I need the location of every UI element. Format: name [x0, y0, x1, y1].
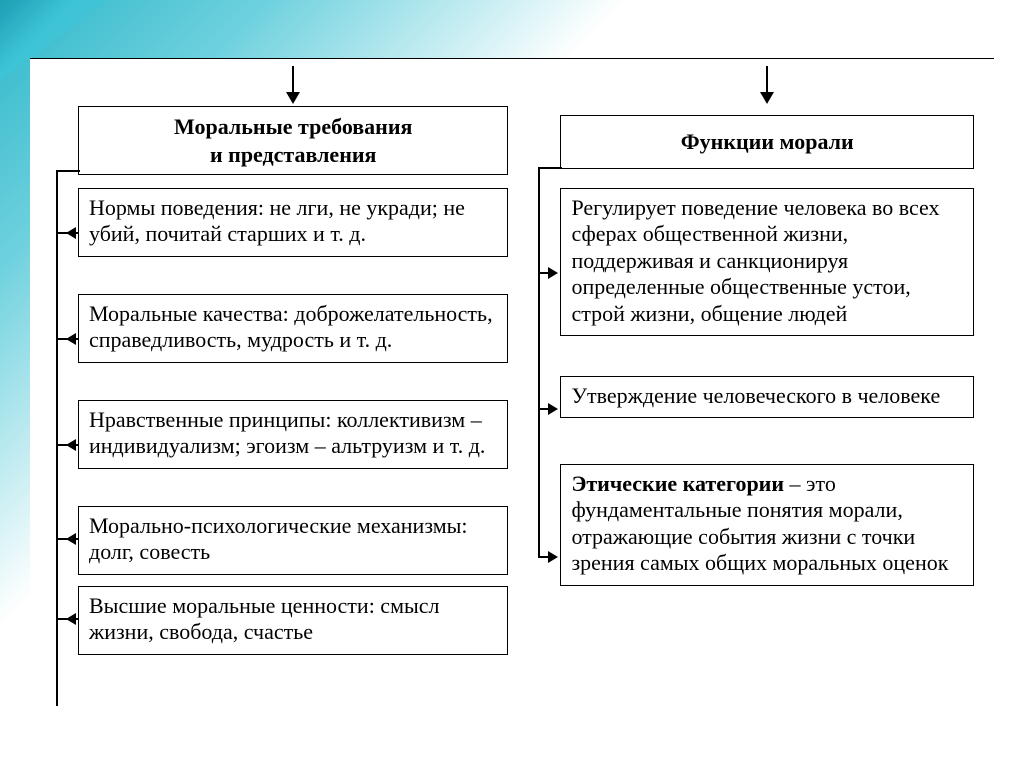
left-header: Моральные требования и представления [78, 106, 508, 175]
left-box-1-text: Нормы поведения: не лги, не укради; не у… [89, 195, 465, 246]
right-header: Функции морали [560, 115, 974, 169]
right-box-2-text: Утверждение человеческого в человеке [571, 383, 940, 408]
left-arrow-2-head [66, 333, 76, 345]
left-arrow-4-head [66, 533, 76, 545]
left-box-5-text: Высшие моральные ценности: смысл жизни, … [89, 593, 440, 644]
left-header-line2: и представления [210, 142, 376, 167]
left-arrow-1-head [66, 227, 76, 239]
right-column: Функции морали Регулирует поведение чело… [560, 62, 974, 749]
right-arrow-1-head [548, 267, 558, 279]
right-header-text: Функции морали [681, 129, 854, 154]
right-box-1: Регулирует поведение человека во всех сф… [560, 188, 974, 336]
left-bus-cap [56, 170, 80, 172]
right-box-1-text: Регулирует поведение человека во всех сф… [571, 195, 939, 326]
left-bus-line [56, 170, 58, 706]
right-arrow-3-head [548, 551, 558, 563]
left-box-2: Моральные качества: доброжелательность, … [78, 294, 508, 363]
right-ethics-bold: Этические категории [571, 471, 784, 496]
left-arrow-3-head [66, 439, 76, 451]
left-box-2-text: Моральные качества: доброжелательность, … [89, 301, 493, 352]
left-column: Моральные требования и представления Нор… [78, 62, 508, 749]
arrow-into-left-header [281, 66, 305, 106]
left-box-1: Нормы поведения: не лги, не укради; не у… [78, 188, 508, 257]
left-box-3: Нравственные принципы: коллективизм – ин… [78, 400, 508, 469]
left-arrow-5-head [66, 613, 76, 625]
right-box-2: Утверждение человеческого в человеке [560, 376, 974, 418]
right-bus-cap [538, 167, 562, 169]
left-box-5: Высшие моральные ценности: смысл жизни, … [78, 586, 508, 655]
left-box-4-text: Морально-психологические механизмы: долг… [89, 513, 468, 564]
diagram: Моральные требования и представления Нор… [30, 58, 994, 759]
left-header-line1: Моральные требования [174, 114, 412, 139]
right-ethics-box: Этические категории – это фундаментальны… [560, 464, 974, 586]
left-box-4: Морально-психологические механизмы: долг… [78, 506, 508, 575]
arrow-into-right-header [755, 66, 779, 106]
right-bus-line [538, 167, 540, 557]
left-box-3-text: Нравственные принципы: коллективизм – ин… [89, 407, 485, 458]
right-arrow-2-head [548, 403, 558, 415]
